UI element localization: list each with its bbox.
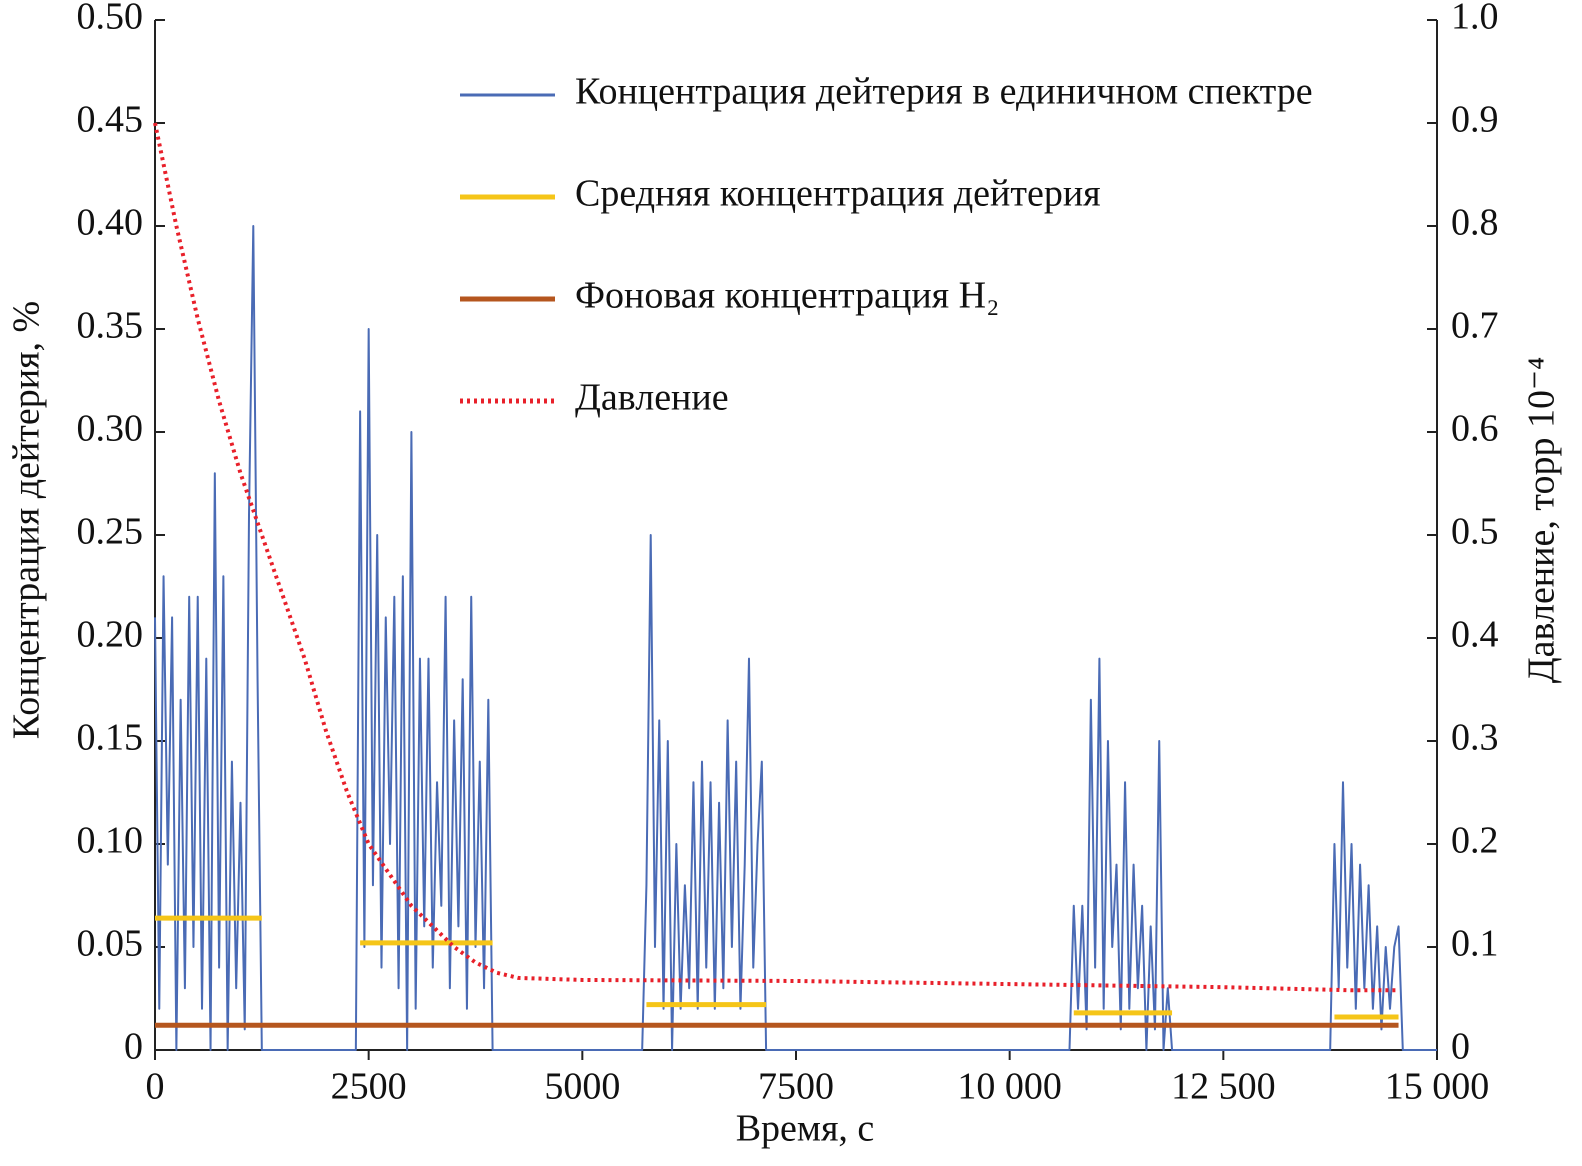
y2-tick-label: 0.7 (1451, 305, 1499, 347)
y-tick-label: 0.50 (77, 0, 144, 38)
y2-tick-label: 0.3 (1451, 717, 1499, 759)
y2-tick-label: 0 (1451, 1026, 1470, 1068)
x-tick-label: 12 500 (1171, 1066, 1276, 1108)
series-line (154, 225, 1437, 1051)
legend-label: Средняя концентрация дейтерия (575, 173, 1101, 215)
x-tick-label: 5000 (544, 1066, 620, 1108)
y-tick-label: 0.20 (77, 614, 144, 656)
x-tick-label: 2500 (331, 1066, 407, 1108)
legend-label: Концентрация дейтерия в единичном спектр… (575, 71, 1313, 113)
y2-tick-label: 0.4 (1451, 614, 1499, 656)
series-line (155, 915, 1399, 1020)
legend-label: Давление (575, 377, 729, 419)
y-tick-label: 0.10 (77, 820, 144, 862)
series-line (153, 122, 1399, 993)
x-tick-label: 15 000 (1385, 1066, 1490, 1108)
y-tick-label: 0.45 (77, 99, 144, 141)
legend-label: Фоновая концентрация H₂ (575, 275, 999, 317)
x-tick-label: 10 000 (957, 1066, 1062, 1108)
y2-tick-label: 0.9 (1451, 99, 1499, 141)
y-tick-label: 0.25 (77, 511, 144, 553)
y2-tick-label: 0.2 (1451, 820, 1499, 862)
y-tick-label: 0 (124, 1026, 143, 1068)
y2-axis-label: Давление, торр 10⁻⁴ (1521, 357, 1563, 684)
y-tick-label: 0.35 (77, 305, 144, 347)
y2-tick-label: 0.6 (1451, 408, 1499, 450)
y-tick-label: 0.05 (77, 923, 144, 965)
y2-tick-label: 1.0 (1451, 0, 1499, 38)
y-tick-label: 0.30 (77, 408, 144, 450)
x-axis-label: Время, с (736, 1108, 875, 1150)
y2-tick-label: 0.1 (1451, 923, 1499, 965)
y-tick-label: 0.40 (77, 202, 144, 244)
y-tick-label: 0.15 (77, 717, 144, 759)
y2-tick-label: 0.8 (1451, 202, 1499, 244)
y2-tick-label: 0.5 (1451, 511, 1499, 553)
y-axis-label: Концентрация дейтерия, % (6, 301, 48, 739)
x-tick-label: 7500 (758, 1066, 834, 1108)
x-tick-label: 0 (146, 1066, 165, 1108)
